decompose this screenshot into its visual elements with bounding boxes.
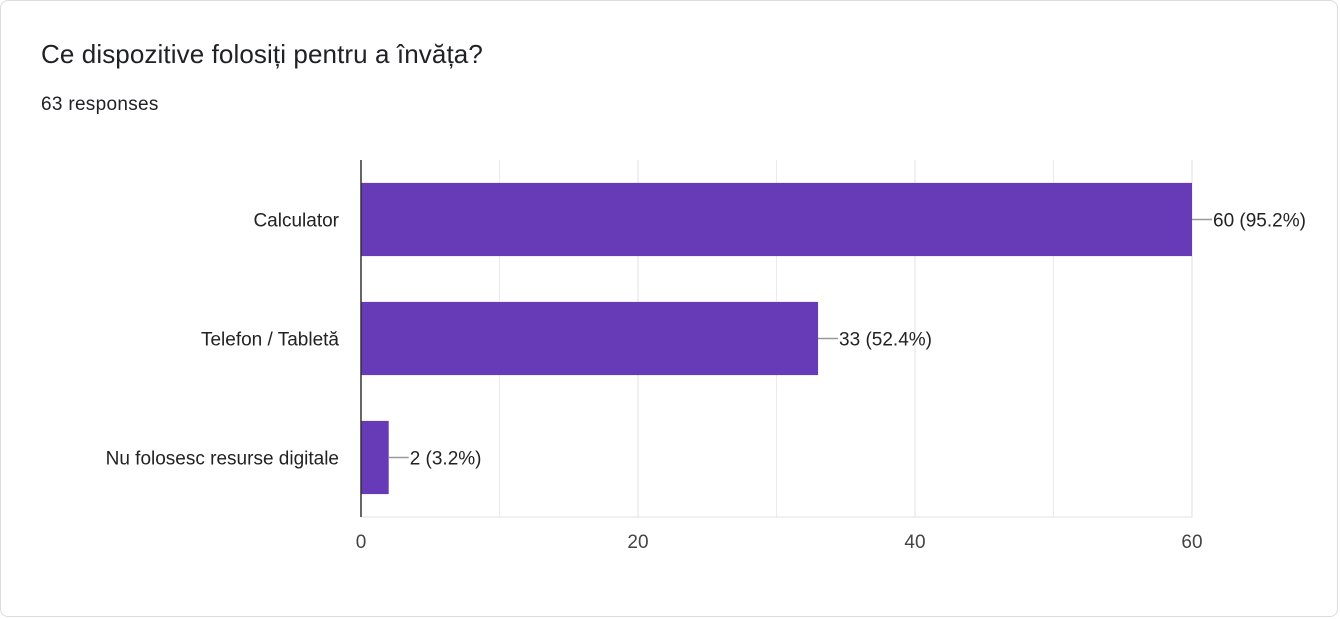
category-label: Calculator <box>253 211 339 232</box>
x-tick-label: 60 <box>1181 532 1202 553</box>
data-label: 33 (52.4%) <box>839 330 932 351</box>
bar[interactable] <box>361 182 1192 257</box>
question-title: Ce dispozitive folosiți pentru a învăța? <box>41 39 483 69</box>
category-label: Nu folosesc resurse digitale <box>106 449 339 470</box>
data-label: 60 (95.2%) <box>1213 211 1306 232</box>
response-count: 63 responses <box>41 94 159 115</box>
bar[interactable] <box>361 420 389 495</box>
x-tick-label: 40 <box>904 532 925 553</box>
x-tick-label: 0 <box>356 532 367 553</box>
category-label: Telefon / Tabletă <box>201 330 339 351</box>
data-label: 2 (3.2%) <box>410 449 482 470</box>
bar[interactable] <box>361 301 819 376</box>
x-tick-label: 20 <box>627 532 648 553</box>
